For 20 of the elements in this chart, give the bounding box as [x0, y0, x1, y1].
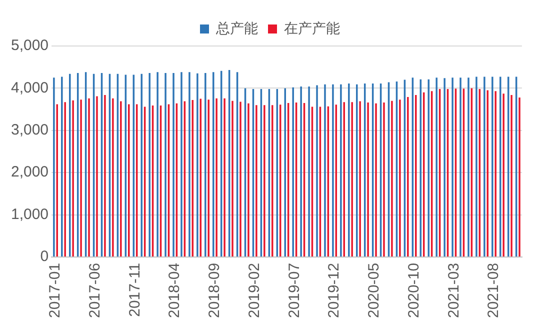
x-tick-label: 2018-09	[206, 262, 224, 318]
y-tick-label: 4,000	[10, 79, 49, 96]
x-tick-label: 2017-01	[46, 262, 64, 318]
x-tick-label: 2021-03	[445, 262, 462, 318]
y-tick-label: 3,000	[10, 122, 49, 139]
x-tick-label: 2018-04	[166, 262, 184, 318]
x-tick-label: 2017-06	[86, 262, 104, 318]
y-tick-label: 1,000	[10, 206, 49, 223]
x-tick-label: 2019-02	[246, 262, 263, 318]
x-tick-label: 2021-08	[485, 262, 502, 318]
legend-label: 总产能	[215, 20, 258, 36]
x-tick-label: 2020-05	[366, 262, 383, 318]
y-tick-label: 0	[40, 248, 49, 266]
x-tick-label: 2019-12	[326, 262, 343, 318]
y-tick-label: 5,000	[10, 37, 49, 54]
y-tick-label: 2,000	[10, 164, 49, 181]
x-tick-label: 2020-10	[405, 262, 422, 318]
x-tick-label: 2019-07	[286, 262, 303, 318]
x-tick-label: 2017-11	[126, 262, 144, 317]
legend-label: 在产产能	[284, 20, 340, 36]
